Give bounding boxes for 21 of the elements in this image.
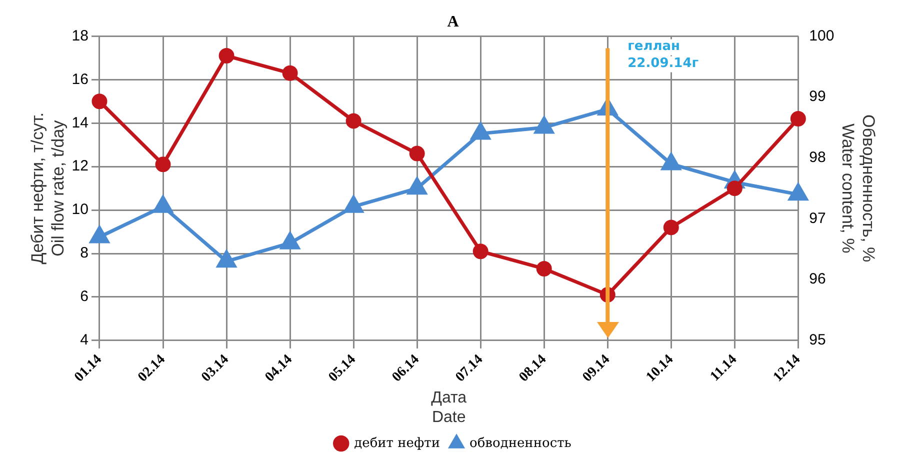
legend-label: обводненность [470,436,572,451]
y-tick-label: 10 [72,201,88,218]
y-tick-label: 18 [72,27,88,44]
chart-title: A [447,14,460,31]
y-tick-label: 6 [80,288,88,306]
y2-tick-label: 95 [809,332,826,349]
legend-label: дебит нефти [354,436,440,451]
y2-tick-label: 100 [809,27,834,44]
y2-tick-label: 96 [809,270,826,288]
y2-axis-title: Обводненность, % Water content, % [838,114,878,262]
y-tick-label: 4 [80,332,88,349]
ref-line-label: геллан 22.09.14г [628,39,699,72]
y-tick-label: 16 [72,70,88,88]
y-tick-label: 14 [72,114,88,132]
y2-tick-label: 98 [809,149,826,166]
y2-tick-label: 97 [809,210,826,227]
x-axis-title: Дата Date [431,390,467,426]
y-tick-label: 12 [72,158,88,175]
y2-tick-label: 99 [809,88,826,106]
y-tick-label: 8 [80,244,88,262]
y-axis-title: Дебит нефти, т/сут. Oil flow rate, t/day [28,112,68,264]
